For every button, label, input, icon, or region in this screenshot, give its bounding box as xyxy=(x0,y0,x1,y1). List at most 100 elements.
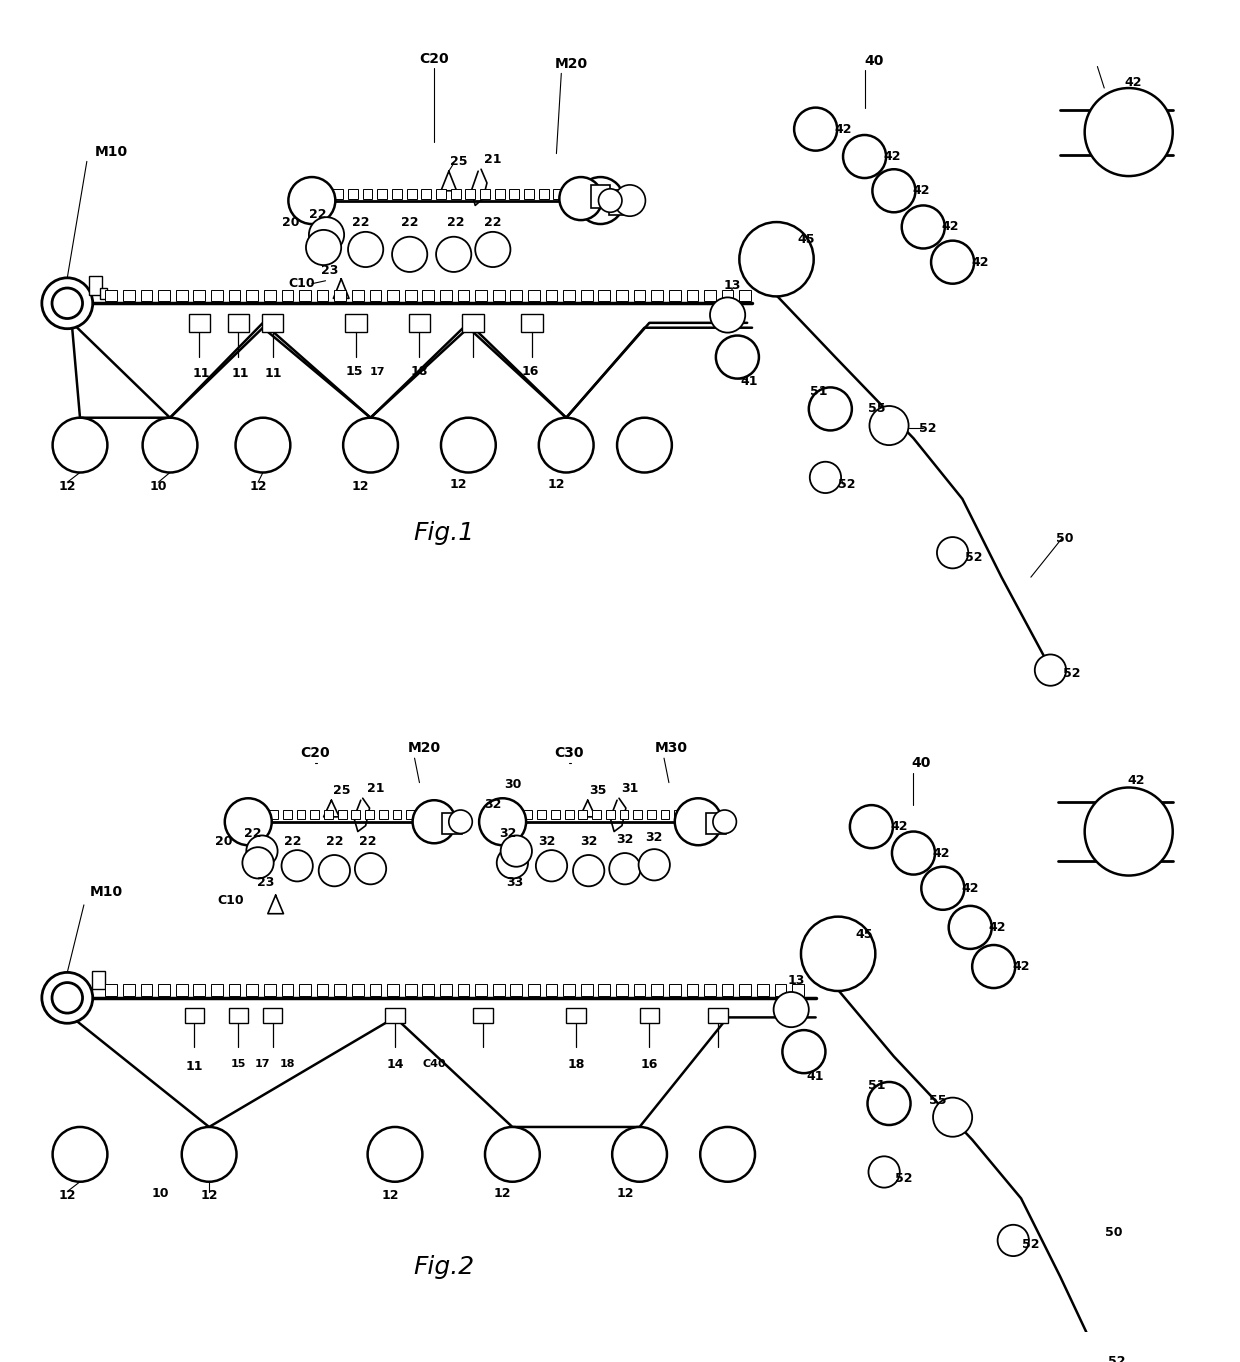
Bar xyxy=(105,290,117,301)
Bar xyxy=(634,290,646,301)
Text: 55: 55 xyxy=(868,402,885,415)
Bar xyxy=(281,290,293,301)
Bar xyxy=(228,1008,248,1023)
Text: 50: 50 xyxy=(1105,1226,1122,1239)
Bar xyxy=(616,290,627,301)
Text: M10: M10 xyxy=(89,885,123,899)
Bar xyxy=(458,985,470,996)
Text: 31: 31 xyxy=(621,782,639,795)
Bar xyxy=(661,810,670,820)
Text: 55: 55 xyxy=(929,1094,946,1107)
Bar xyxy=(436,189,446,199)
Text: 12: 12 xyxy=(616,1188,634,1200)
Text: 22: 22 xyxy=(484,215,501,229)
Bar xyxy=(281,985,293,996)
Text: 52: 52 xyxy=(919,422,937,434)
Bar xyxy=(564,810,574,820)
Bar xyxy=(739,985,751,996)
Bar xyxy=(348,189,358,199)
Bar xyxy=(352,290,363,301)
Bar xyxy=(521,315,543,331)
Text: 15: 15 xyxy=(345,365,362,379)
Text: 52: 52 xyxy=(966,552,983,564)
Text: 12: 12 xyxy=(450,478,467,490)
Text: 32: 32 xyxy=(616,832,634,846)
Text: 11: 11 xyxy=(232,368,249,380)
Text: 42: 42 xyxy=(971,256,988,268)
Bar xyxy=(140,985,153,996)
Circle shape xyxy=(868,1081,910,1125)
Circle shape xyxy=(143,418,197,473)
Bar xyxy=(546,985,558,996)
Circle shape xyxy=(242,847,274,878)
Bar xyxy=(563,290,575,301)
Bar xyxy=(247,985,258,996)
Text: 10: 10 xyxy=(150,479,167,493)
Bar xyxy=(269,810,278,820)
Text: C20: C20 xyxy=(300,746,330,760)
Circle shape xyxy=(247,835,278,866)
Bar xyxy=(386,1008,404,1023)
Text: 22: 22 xyxy=(446,215,465,229)
Bar xyxy=(465,189,475,199)
Circle shape xyxy=(436,237,471,272)
Text: 16: 16 xyxy=(521,365,538,379)
Bar xyxy=(546,290,558,301)
Text: 32: 32 xyxy=(538,835,556,847)
Bar xyxy=(159,985,170,996)
Circle shape xyxy=(1084,1342,1115,1362)
Text: 21: 21 xyxy=(367,782,384,795)
Bar xyxy=(583,189,593,199)
Bar xyxy=(370,290,382,301)
Bar xyxy=(606,810,615,820)
Text: C10: C10 xyxy=(289,278,315,290)
Circle shape xyxy=(52,1126,108,1182)
Bar xyxy=(706,813,725,835)
Bar xyxy=(599,290,610,301)
Text: 12: 12 xyxy=(249,479,267,493)
Circle shape xyxy=(392,237,428,272)
Text: 18: 18 xyxy=(567,1058,585,1071)
Bar xyxy=(634,810,642,820)
Bar xyxy=(687,985,698,996)
Bar xyxy=(247,290,258,301)
Text: M20: M20 xyxy=(554,57,588,71)
Bar xyxy=(185,1008,205,1023)
Circle shape xyxy=(849,805,893,849)
Text: 42: 42 xyxy=(913,184,930,197)
Circle shape xyxy=(559,177,603,221)
Bar xyxy=(299,290,311,301)
Text: 52: 52 xyxy=(838,478,856,490)
Bar xyxy=(310,810,319,820)
Bar xyxy=(551,810,559,820)
Bar xyxy=(422,189,432,199)
Bar xyxy=(176,290,187,301)
Bar xyxy=(409,315,430,331)
Bar xyxy=(377,189,387,199)
Text: 12: 12 xyxy=(494,1188,511,1200)
Circle shape xyxy=(485,1126,539,1182)
Text: 42: 42 xyxy=(835,123,852,136)
Bar xyxy=(599,985,610,996)
Bar xyxy=(511,290,522,301)
Bar xyxy=(640,1008,660,1023)
Circle shape xyxy=(497,847,528,878)
Text: 10: 10 xyxy=(151,1188,169,1200)
Bar xyxy=(123,985,135,996)
Text: 35: 35 xyxy=(589,785,606,797)
Circle shape xyxy=(289,177,335,223)
Text: 51: 51 xyxy=(868,1079,885,1092)
Bar xyxy=(739,290,751,301)
Bar xyxy=(475,985,487,996)
Text: 52: 52 xyxy=(1022,1238,1039,1250)
Bar xyxy=(407,810,415,820)
Text: 12: 12 xyxy=(548,478,565,490)
Circle shape xyxy=(449,810,472,834)
Bar xyxy=(441,813,461,835)
Text: 13: 13 xyxy=(724,279,742,293)
Circle shape xyxy=(355,853,386,884)
Text: 12: 12 xyxy=(352,479,370,493)
Bar xyxy=(722,985,734,996)
Circle shape xyxy=(998,1224,1029,1256)
Bar xyxy=(510,810,518,820)
